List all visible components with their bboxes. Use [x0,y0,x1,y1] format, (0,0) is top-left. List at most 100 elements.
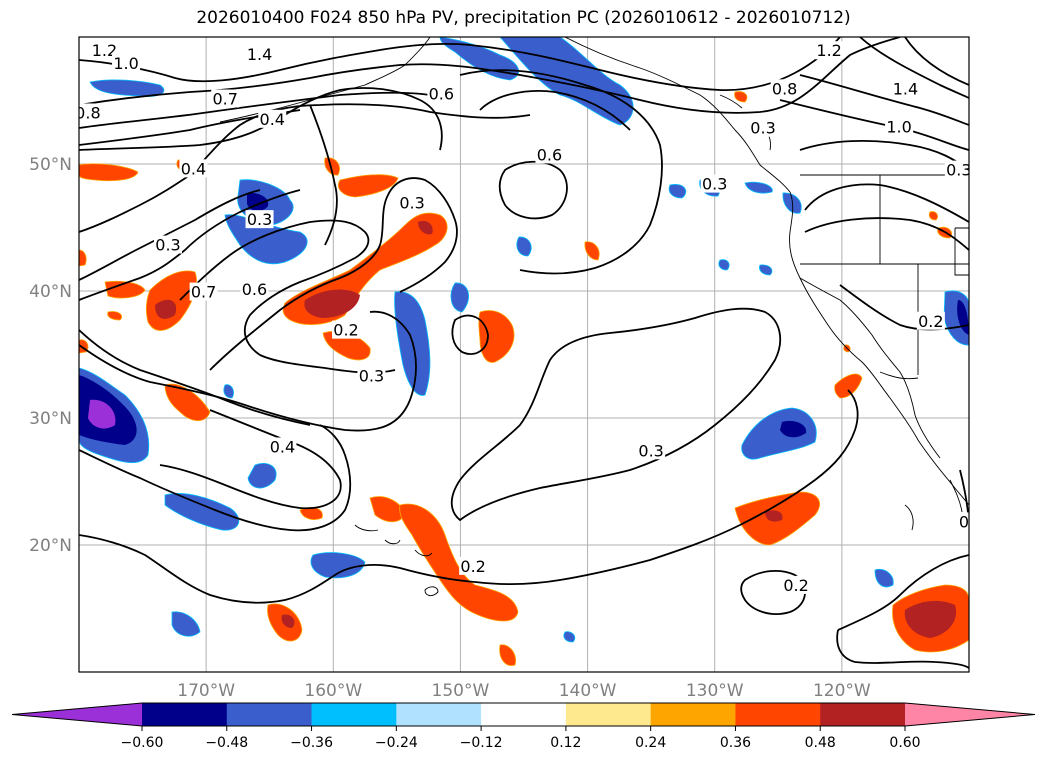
map-panel: 1.21.0 1.4 1.20.8 1.41.00.80.7 0.60.40.60.40… [75,36,984,673]
lat-tick-label: 50°N [29,155,72,175]
colorbar-tick-label: 0.60 [889,735,920,751]
colorbar: −0.60 −0.48 −0.36 −0.24 −0.12 0.12 0.24 0.36 0.4… [11,702,1036,751]
contour-label-bg [782,575,811,594]
contour-label-bg [459,556,488,575]
colorbar-segment [311,703,397,726]
contour-label: 0.2 [918,312,943,331]
contour-label-bg [258,109,287,128]
contour-label-bg [891,79,920,98]
contour-label: 0.6 [537,145,562,164]
contour-label-bg [398,193,427,212]
colorbar-tick-label: −0.36 [290,735,333,751]
colorbar-segment [735,703,821,726]
lon-tick-label: 140°W [559,681,617,701]
lon-tick-label: 160°W [304,681,362,701]
contour-label: 0.3 [155,236,180,255]
contour-label: 0.2 [460,557,485,576]
contour-label-bg [79,103,102,122]
colorbar-segment [142,703,228,726]
negative-precip-areas [79,37,969,643]
lon-tick-label: 130°W [686,681,744,701]
colorbar-extend-high [905,703,1035,726]
contour-label: 0.4 [260,110,285,129]
contour-label-bg [885,117,914,136]
contour-label: 0.6 [429,84,454,103]
contour-label-bg [245,210,274,229]
colorbar-tick-label: −0.60 [121,735,164,751]
precip-shading [79,37,969,666]
contour-label: 0.7 [191,283,216,302]
colorbar-extend-low [12,703,142,726]
contour-labels: 1.21.0 1.4 1.20.8 1.41.00.80.7 0.60.40.60.40… [75,41,984,595]
contour-label-bg [245,45,274,64]
contour-label-bg [211,89,240,108]
contour-label-bg [189,282,218,301]
contour-label-bg [179,159,208,178]
contour-label: 0.3 [959,512,984,531]
contour-label: 0.3 [638,441,663,460]
contour-label: 0.3 [750,119,775,138]
contour-label-bg [535,145,564,164]
positive-precip-areas [79,91,969,666]
contour-label-bg [357,366,386,385]
lon-tick-label: 170°W [177,681,235,701]
contour-label: 0.7 [212,90,237,109]
contour-label: 0.6 [242,280,267,299]
contour-label-bg [332,320,360,339]
contour-label: 0.3 [946,161,971,180]
contour-label: 1.0 [886,117,911,136]
contour-label: 0.3 [247,210,272,229]
contour-label: 0.3 [399,194,424,213]
contour-label-bg [240,280,269,298]
contour-label: 0.2 [783,576,808,595]
contour-label-bg [815,41,844,60]
colorbar-segment [396,703,482,726]
contour-label: 1.0 [113,54,138,73]
contour-label: 1.4 [247,45,272,64]
chart-title: 2026010400 F024 850 hPa PV, precipitatio… [196,8,851,28]
lat-tick-label: 30°N [29,409,72,429]
colorbar-tick-label: 0.12 [550,735,581,751]
colorbar-segment [226,703,313,726]
contour-label-bg [427,84,456,103]
colorbar-segment [565,703,652,726]
colorbar-segment [820,703,906,726]
contour-label-bg [916,311,945,330]
contour-label: 0.8 [75,103,100,122]
colorbar-tick-label: −0.24 [375,735,418,751]
lon-tick-label: 150°W [432,681,490,701]
contour-label: 0.4 [270,437,295,456]
contour-label-bg [957,512,969,531]
contour-label-bg [749,118,778,137]
lat-tick-label: 40°N [29,282,72,302]
colorbar-tick-label: −0.48 [205,735,248,751]
contour-label-bg [154,235,182,254]
longitude-tick-labels: 170°W 160°W 150°W 140°W 130°W 120°W [177,681,871,701]
contour-label-bg [90,41,119,60]
colorbar-segment [650,703,736,726]
contour-label: 0.8 [772,79,797,98]
map-frame [78,36,970,673]
contour-label-bg [944,160,969,179]
contour-label: 1.2 [816,41,841,60]
contour-label-bg [112,53,141,72]
contour-label: 0.3 [359,366,384,385]
contour-label: 0.2 [333,321,358,340]
contour-label: 0.4 [181,159,206,178]
contour-label-bg [700,174,729,193]
contour-label: 1.4 [893,79,918,98]
colorbar-segment [481,703,567,726]
coastlines [219,37,969,597]
contour-label: 1.2 [92,41,117,60]
lat-tick-label: 20°N [29,536,72,556]
contour-label-bg [770,79,799,98]
contour-label-bg [268,437,297,456]
lon-tick-label: 120°W [813,681,871,701]
colorbar-tick-label: −0.12 [460,735,503,751]
map-background [79,37,969,672]
pv-contours [79,37,969,669]
latitude-tick-labels: 20°N 30°N 40°N 50°N [29,155,72,556]
colorbar-tick-label: 0.36 [720,735,751,751]
colorbar-tick-label: 0.48 [805,735,836,751]
